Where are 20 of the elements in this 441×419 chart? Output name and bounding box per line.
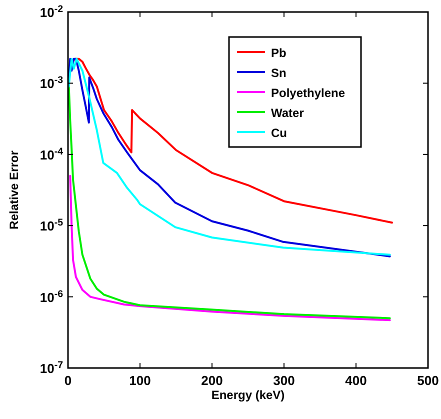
legend-label: Polyethylene [271,86,346,100]
x-tick-label: 500 [417,373,439,388]
legend-label: Cu [271,126,287,140]
x-tick-label: 0 [64,373,72,388]
y-tick-label: 10$^{-6}$ [40,288,64,305]
legend-label: Pb [271,46,286,60]
y-tick-label: 10$^{-3}$ [40,74,64,92]
x-tick-label: 300 [273,373,295,388]
x-tick-label: 200 [201,373,223,388]
y-axis-title: Relative Error [7,150,21,230]
line-series [69,174,391,322]
y-tick-label: 10$^{-5}$ [40,217,64,234]
x-axis-title: Energy (keV) [211,388,285,402]
legend-label: Water [271,106,304,120]
y-tick-label: 10$^{-7}$ [40,360,63,376]
y-tick-label: 10$^{-2}$ [40,4,64,20]
legend-label: Sn [271,66,286,80]
x-tick-label: 100 [129,373,151,388]
x-tick-label: 400 [345,373,367,388]
y-tick-label: 10$^{-4}$ [40,146,64,162]
